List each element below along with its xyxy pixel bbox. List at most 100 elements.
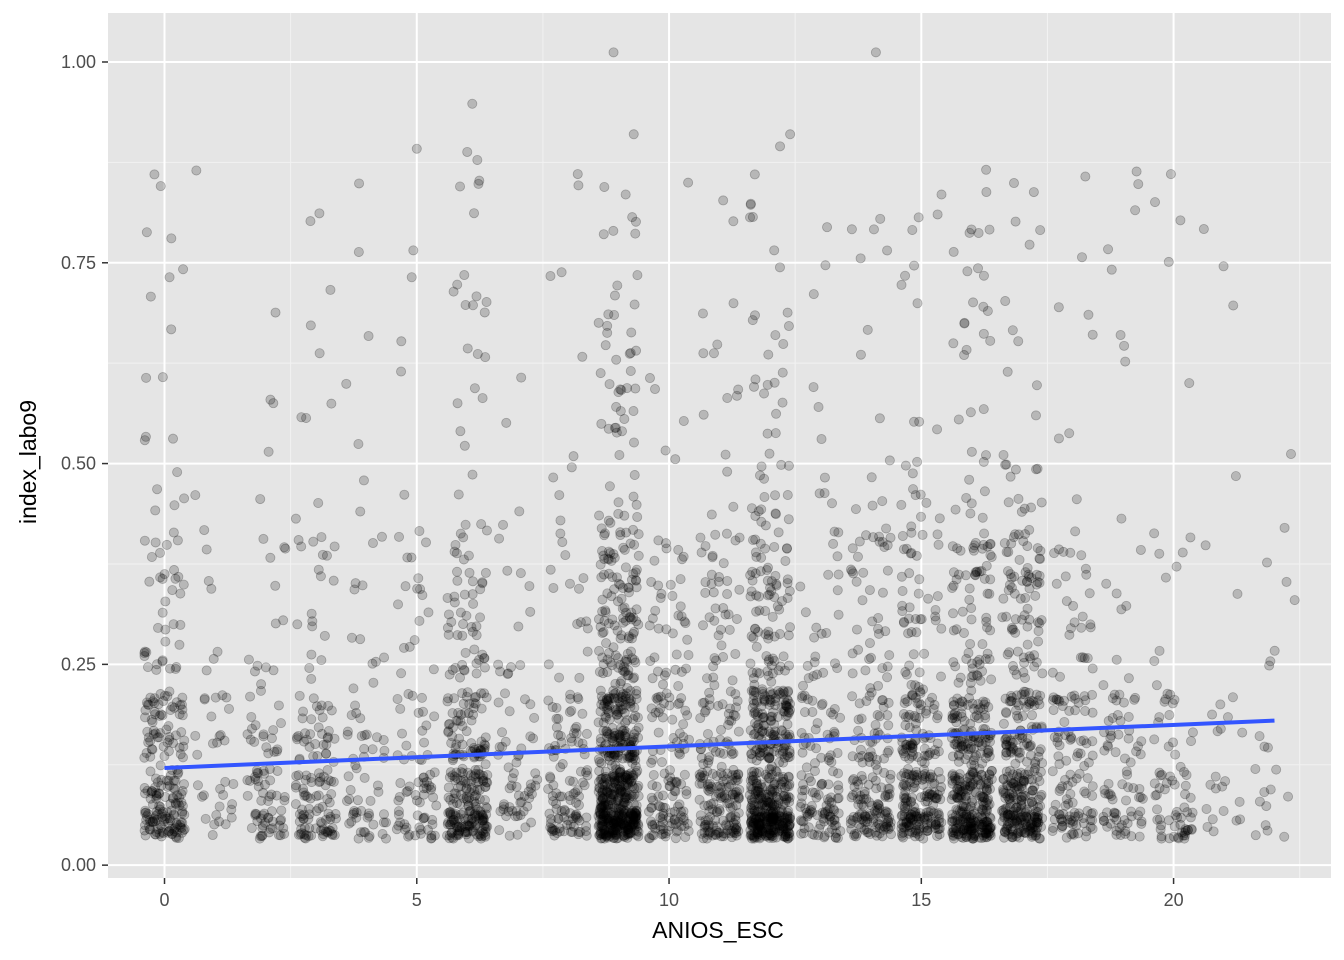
data-point (173, 571, 184, 582)
data-point (170, 775, 181, 786)
data-point (303, 813, 314, 824)
data-point (503, 806, 514, 817)
data-point (448, 814, 459, 825)
data-point (305, 216, 316, 227)
data-point (145, 793, 156, 804)
data-point (620, 700, 631, 711)
data-point (448, 722, 459, 733)
data-point (759, 473, 770, 484)
data-point (462, 826, 473, 837)
data-point (322, 826, 333, 837)
data-point (762, 428, 773, 439)
data-point (544, 771, 555, 782)
data-point (1087, 781, 1098, 792)
data-point (166, 805, 177, 816)
data-point (936, 623, 947, 634)
data-point (144, 824, 155, 835)
data-point (573, 693, 584, 704)
data-point (159, 569, 170, 580)
data-point (609, 769, 620, 780)
data-point (361, 729, 372, 740)
data-point (747, 212, 758, 223)
data-point (304, 662, 315, 673)
data-point (448, 815, 459, 826)
data-point (964, 594, 975, 605)
data-point (511, 806, 522, 817)
data-point (264, 764, 275, 775)
data-point (763, 349, 774, 360)
data-point (612, 703, 623, 714)
data-point (864, 585, 875, 596)
data-point (251, 765, 262, 776)
data-point (862, 324, 873, 335)
data-point (678, 719, 689, 730)
data-point (480, 567, 491, 578)
data-point (172, 819, 183, 830)
data-point (577, 351, 588, 362)
data-point (573, 829, 584, 840)
data-point (596, 418, 607, 429)
data-point (979, 486, 990, 497)
data-point (1160, 572, 1171, 583)
data-point (474, 175, 485, 186)
data-point (259, 808, 270, 819)
data-point (348, 683, 359, 694)
data-point (614, 449, 625, 460)
data-point (1261, 557, 1272, 568)
data-point (623, 811, 634, 822)
data-point (722, 575, 733, 586)
data-point (604, 714, 615, 725)
data-point (480, 829, 491, 840)
data-point (477, 649, 488, 660)
data-point (709, 653, 720, 664)
data-point (782, 781, 793, 792)
data-point (153, 622, 164, 633)
data-point (633, 826, 644, 837)
data-point (930, 749, 941, 760)
data-point (318, 829, 329, 840)
major-gridlines (108, 13, 1331, 878)
data-point (322, 733, 333, 744)
data-point (632, 783, 643, 794)
data-point (1283, 791, 1294, 802)
data-point (1222, 712, 1233, 723)
data-point (866, 687, 877, 698)
data-point (628, 811, 639, 822)
data-point (1005, 765, 1016, 776)
data-point (816, 780, 827, 791)
data-point (770, 509, 781, 520)
data-point (410, 790, 421, 801)
data-point (1027, 710, 1038, 721)
data-point (1070, 526, 1081, 537)
data-point (1165, 689, 1176, 700)
data-point (900, 772, 911, 783)
data-point (479, 307, 490, 318)
data-point (367, 658, 378, 669)
data-point (1048, 822, 1059, 833)
data-point (358, 826, 369, 837)
data-point (728, 709, 739, 720)
data-point (1053, 809, 1064, 820)
data-point (1200, 540, 1211, 551)
data-point (571, 809, 582, 820)
data-point (601, 726, 612, 737)
data-point (170, 831, 181, 842)
data-point (454, 822, 465, 833)
data-point (158, 741, 169, 752)
data-point (630, 228, 641, 239)
data-point (867, 772, 878, 783)
data-point (462, 343, 473, 354)
data-point (482, 777, 493, 788)
data-point (857, 595, 868, 606)
data-point (313, 564, 324, 575)
data-point (329, 733, 340, 744)
data-point (164, 734, 175, 745)
data-point (603, 708, 614, 719)
data-point (467, 300, 478, 311)
data-point (936, 189, 947, 200)
data-point (444, 833, 455, 844)
data-point (323, 775, 334, 786)
data-point (629, 539, 640, 550)
data-point (515, 660, 526, 671)
data-point (712, 806, 723, 817)
